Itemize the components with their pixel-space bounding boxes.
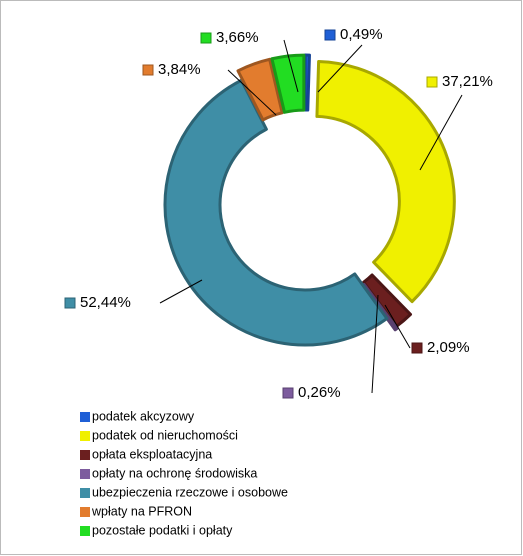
- label-marker: [64, 297, 76, 309]
- donut-segment: [163, 78, 389, 347]
- legend-label: podatek od nieruchomości: [92, 428, 238, 442]
- leader-line: [419, 94, 463, 171]
- legend-marker: [80, 526, 90, 536]
- donut-segment: [315, 59, 456, 304]
- label-marker: [324, 29, 336, 41]
- leader-line: [159, 279, 203, 304]
- legend-marker: [80, 431, 90, 441]
- legend-marker: [80, 412, 90, 422]
- legend-label: opłaty na ochronę środowiska: [92, 466, 257, 480]
- donut-segment: [303, 53, 311, 112]
- value-label: 0,49%: [340, 26, 383, 43]
- label-marker: [426, 76, 438, 88]
- donut-segment: [236, 57, 284, 122]
- legend-label: opłata eksploatacyjna: [92, 447, 212, 461]
- leader-line: [384, 304, 411, 349]
- leader-line: [371, 294, 379, 394]
- label-marker: [411, 342, 423, 354]
- donut-segment: [362, 273, 413, 328]
- value-label: 3,66%: [216, 29, 259, 46]
- legend-marker: [80, 450, 90, 460]
- leader-line: [283, 39, 299, 93]
- leader-line: [317, 44, 363, 93]
- value-label: 37,21%: [442, 73, 493, 90]
- value-label: 3,84%: [158, 61, 201, 78]
- legend-label: wpłaty na PFRON: [91, 504, 192, 518]
- value-label: 0,26%: [298, 384, 341, 401]
- legend-marker: [80, 507, 90, 517]
- label-marker: [200, 32, 212, 44]
- legend-label: podatek akcyzowy: [92, 409, 195, 423]
- legend-marker: [80, 469, 90, 479]
- leader-line: [227, 69, 277, 116]
- legend-label: pozostałe podatki i opłaty: [92, 523, 233, 537]
- donut-segment: [270, 53, 306, 114]
- legend-marker: [80, 488, 90, 498]
- label-marker: [282, 387, 294, 399]
- legend-label: ubezpieczenia rzeczowe i osobowe: [92, 485, 288, 499]
- value-label: 2,09%: [427, 339, 470, 356]
- label-marker: [142, 64, 154, 76]
- value-label: 52,44%: [80, 294, 131, 311]
